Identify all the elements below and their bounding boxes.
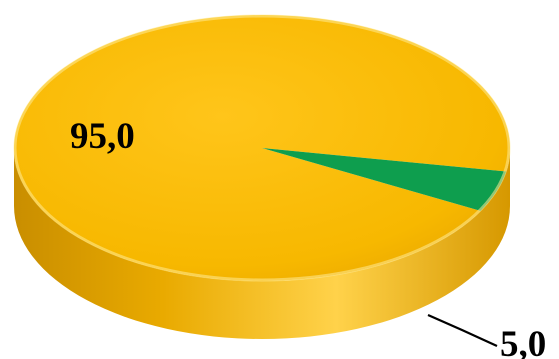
pie-slice-1 [13, 15, 511, 282]
pie-rim-highlight [13, 14, 511, 282]
data-label-slice-2: 5,0 [500, 324, 546, 359]
data-label-slice-1: 95,0 [70, 116, 135, 157]
pie-side-band [14, 148, 510, 339]
pie-top-face [13, 14, 511, 282]
pie-labels: 95,0 5,0 [70, 116, 546, 359]
pie-slice-2 [262, 148, 507, 211]
pie-side-wall [14, 148, 510, 339]
leader-line-slice-2 [427, 313, 498, 348]
